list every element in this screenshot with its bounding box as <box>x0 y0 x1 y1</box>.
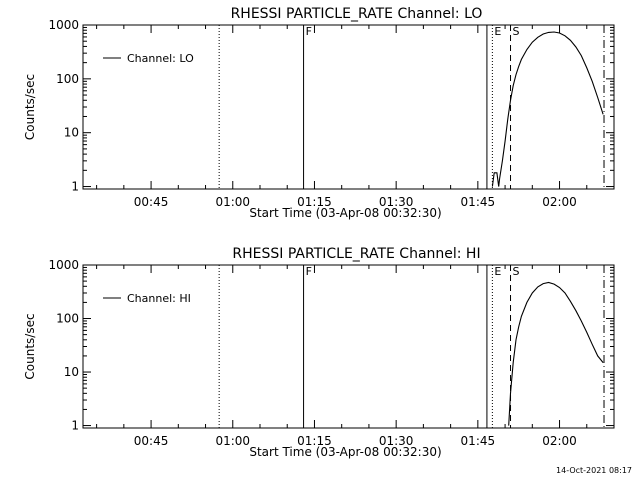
footer-timestamp: 14-Oct-2021 08:17 <box>556 466 632 475</box>
y-tick-label: 10 <box>64 365 79 379</box>
x-axis-label: Start Time (03-Apr-08 00:32:30) <box>249 206 441 220</box>
event-marker-label: F <box>306 265 312 278</box>
y-tick-label: 1000 <box>48 258 79 272</box>
chart-panel-2: RHESSI PARTICLE_RATE Channel: HI Counts/s… <box>23 246 615 459</box>
x-tick-label: 01:30 <box>379 434 414 448</box>
y-tick-label: 1 <box>71 180 79 194</box>
x-tick-label: 01:45 <box>461 434 496 448</box>
x-tick-label: 01:15 <box>297 195 332 209</box>
y-tick-label: 1 <box>71 419 79 433</box>
chart-title: RHESSI PARTICLE_RATE Channel: LO <box>231 6 483 22</box>
legend-label: Channel: HI <box>127 292 191 305</box>
x-tick-label: 01:00 <box>215 195 250 209</box>
x-tick-label: 01:00 <box>215 434 250 448</box>
x-tick-label: 01:15 <box>297 434 332 448</box>
y-axis-label: Counts/sec <box>23 313 37 379</box>
chart-panel-1: RHESSI PARTICLE_RATE Channel: LO Counts/s… <box>23 6 615 220</box>
series-line <box>491 31 604 187</box>
x-axis-label: Start Time (03-Apr-08 00:32:30) <box>249 445 441 459</box>
plot-frame <box>82 264 615 429</box>
x-tick-label: 02:00 <box>542 434 577 448</box>
legend-label: Channel: LO <box>127 52 194 65</box>
chart-title: RHESSI PARTICLE_RATE Channel: HI <box>232 246 480 262</box>
y-tick-label: 10 <box>64 126 79 140</box>
y-axis-label: Counts/sec <box>23 74 37 140</box>
event-marker-label: E <box>494 25 501 38</box>
y-tick-label: 100 <box>56 312 79 326</box>
x-tick-label: 02:00 <box>542 195 577 209</box>
series-line <box>508 281 604 426</box>
plot-frame <box>82 24 615 190</box>
event-marker-label: E <box>494 265 501 278</box>
y-tick-label: 1000 <box>48 18 79 32</box>
x-tick-label: 01:45 <box>461 195 496 209</box>
x-tick-label: 00:45 <box>134 434 169 448</box>
event-marker-label: S <box>513 265 520 278</box>
x-tick-label: 01:30 <box>379 195 414 209</box>
event-marker-label: S <box>513 25 520 38</box>
event-marker-label: F <box>306 25 312 38</box>
x-tick-label: 00:45 <box>134 195 169 209</box>
y-tick-label: 100 <box>56 72 79 86</box>
